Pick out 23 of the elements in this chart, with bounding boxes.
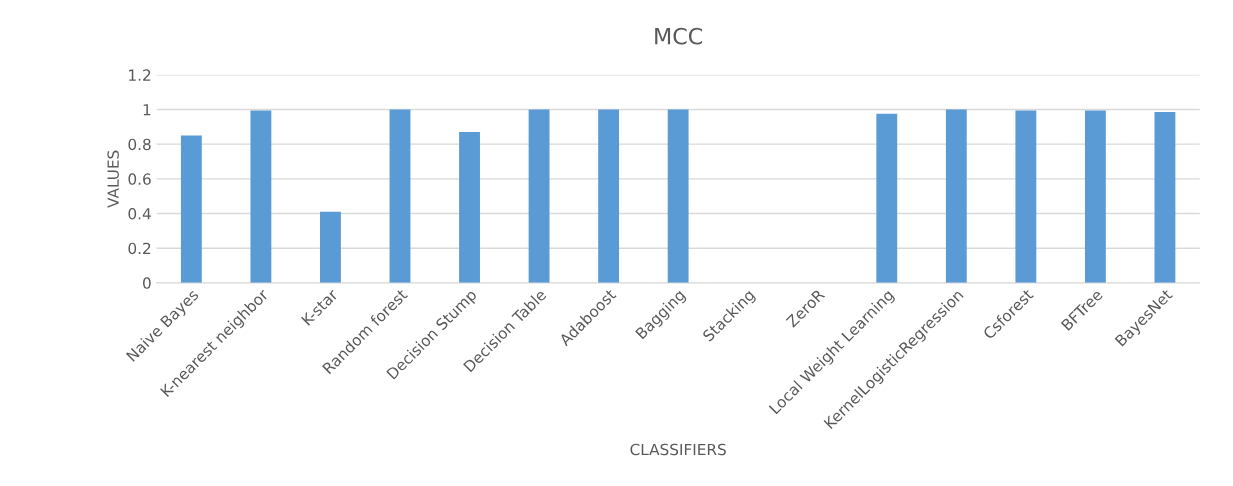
bar <box>945 109 967 283</box>
y-tick-label: 1 <box>143 104 151 116</box>
y-tick-label: 0.8 <box>128 138 151 151</box>
y-tick-label: 0.6 <box>128 173 151 185</box>
bar <box>250 110 272 283</box>
y-tick-label: 0 <box>143 277 151 289</box>
bar <box>1084 110 1106 283</box>
chart-title: MCC <box>655 27 703 45</box>
bar <box>180 135 202 283</box>
bar <box>389 109 411 283</box>
y-axis-title: VALUES <box>107 150 119 208</box>
bar <box>667 109 689 283</box>
y-tick-label: 0.2 <box>128 242 151 255</box>
bar <box>1154 112 1176 283</box>
y-tick-label: 1.2 <box>129 69 151 81</box>
bar <box>598 109 620 283</box>
bar <box>876 113 898 283</box>
x-axis-title: CLASSIFIERS <box>630 443 726 456</box>
bar <box>1015 110 1037 283</box>
bar <box>320 211 341 283</box>
bar <box>459 132 480 283</box>
y-tick-label: 0.4 <box>128 207 151 220</box>
bar <box>528 109 550 283</box>
